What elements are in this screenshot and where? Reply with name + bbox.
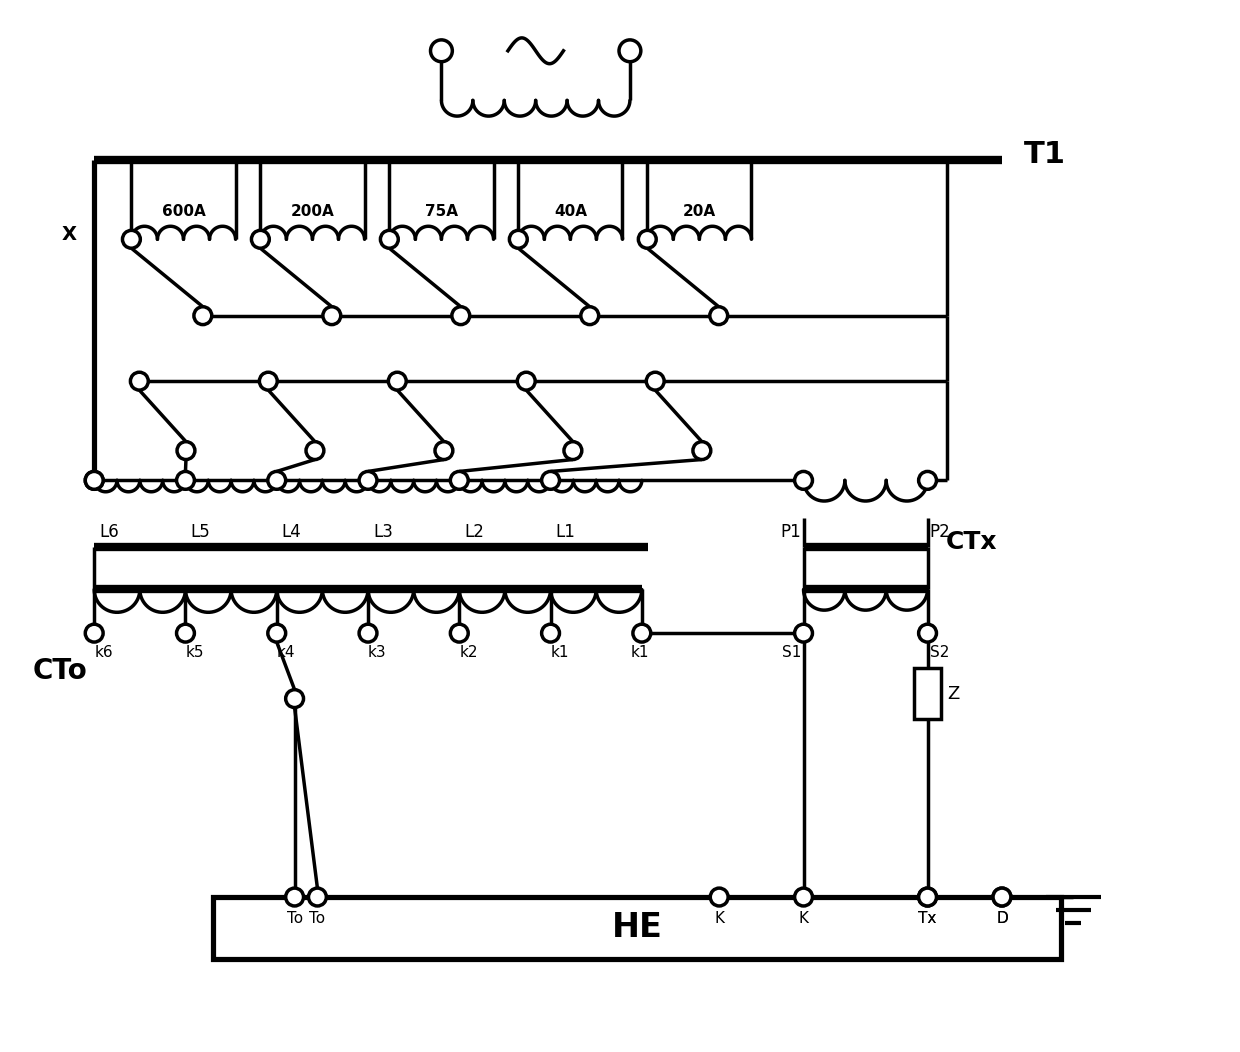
Circle shape [711, 888, 728, 906]
Circle shape [285, 888, 304, 906]
Circle shape [919, 624, 936, 642]
Text: T1: T1 [1024, 141, 1065, 169]
Circle shape [177, 442, 195, 460]
Text: L2: L2 [464, 523, 484, 541]
Circle shape [130, 372, 149, 390]
Circle shape [86, 471, 103, 489]
Circle shape [381, 230, 398, 248]
Text: HE: HE [611, 911, 663, 945]
Text: 200A: 200A [290, 204, 335, 219]
Text: 600A: 600A [161, 204, 206, 219]
Text: To: To [286, 911, 303, 927]
Circle shape [176, 624, 195, 642]
Circle shape [259, 372, 278, 390]
Text: K: K [799, 911, 808, 927]
Circle shape [919, 888, 936, 906]
Circle shape [309, 888, 326, 906]
Circle shape [510, 230, 527, 248]
Text: D: D [996, 911, 1008, 927]
Circle shape [639, 230, 656, 248]
Bar [914, 668, 941, 720]
Text: S1: S1 [782, 646, 801, 661]
Circle shape [176, 471, 195, 489]
Text: CTx: CTx [945, 530, 997, 553]
Circle shape [993, 888, 1011, 906]
Circle shape [619, 40, 641, 62]
Text: Tx: Tx [919, 911, 936, 927]
Text: To: To [309, 911, 325, 927]
Circle shape [193, 307, 212, 325]
Circle shape [388, 372, 407, 390]
Circle shape [919, 888, 936, 906]
Text: L4: L4 [281, 523, 301, 541]
Circle shape [268, 471, 285, 489]
Text: L3: L3 [373, 523, 393, 541]
Text: Z: Z [947, 685, 960, 703]
Text: k6: k6 [94, 646, 113, 661]
Circle shape [252, 230, 269, 248]
Text: k1: k1 [631, 646, 649, 661]
Circle shape [632, 624, 651, 642]
Text: P1: P1 [781, 523, 801, 541]
Text: D: D [996, 911, 1008, 927]
Circle shape [123, 230, 140, 248]
Circle shape [993, 888, 1011, 906]
Circle shape [709, 307, 728, 325]
Text: CTo: CTo [32, 656, 88, 685]
Text: P2: P2 [930, 523, 950, 541]
Text: k2: k2 [459, 646, 477, 661]
Text: Tx: Tx [919, 911, 936, 927]
Circle shape [435, 442, 453, 460]
Text: 75A: 75A [425, 204, 458, 219]
Circle shape [360, 624, 377, 642]
Circle shape [450, 624, 469, 642]
Text: L5: L5 [191, 523, 210, 541]
Bar [213, 897, 1061, 958]
Circle shape [795, 888, 812, 906]
Circle shape [360, 471, 377, 489]
Text: 40A: 40A [554, 204, 587, 219]
Circle shape [285, 690, 304, 708]
Circle shape [86, 624, 103, 642]
Circle shape [646, 372, 665, 390]
Circle shape [306, 442, 324, 460]
Text: X: X [61, 225, 77, 244]
Circle shape [564, 442, 582, 460]
Circle shape [580, 307, 599, 325]
Text: L1: L1 [556, 523, 575, 541]
Circle shape [542, 624, 559, 642]
Circle shape [542, 471, 559, 489]
Circle shape [450, 471, 469, 489]
Circle shape [693, 442, 711, 460]
Circle shape [795, 624, 812, 642]
Circle shape [919, 471, 936, 489]
Circle shape [430, 40, 453, 62]
Circle shape [795, 471, 812, 489]
Text: S2: S2 [930, 646, 949, 661]
Text: K: K [714, 911, 724, 927]
Text: k3: k3 [368, 646, 387, 661]
Circle shape [451, 307, 470, 325]
Text: k4: k4 [277, 646, 295, 661]
Text: 20A: 20A [683, 204, 715, 219]
Text: L6: L6 [99, 523, 119, 541]
Text: k5: k5 [186, 646, 203, 661]
Text: k1: k1 [551, 646, 569, 661]
Circle shape [268, 624, 285, 642]
Circle shape [517, 372, 536, 390]
Circle shape [86, 471, 103, 489]
Circle shape [322, 307, 341, 325]
